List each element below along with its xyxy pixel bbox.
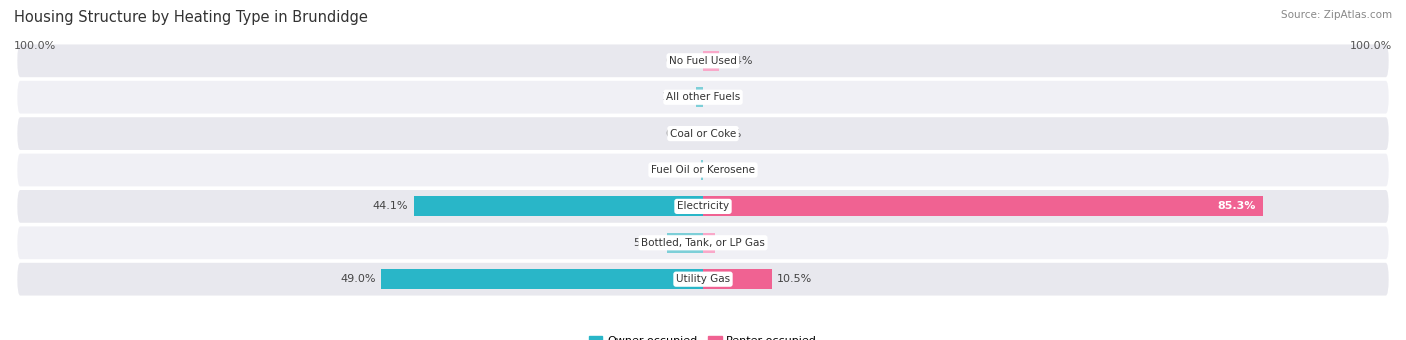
Text: 5.5%: 5.5% — [634, 238, 662, 248]
Text: 100.0%: 100.0% — [14, 41, 56, 51]
Text: Bottled, Tank, or LP Gas: Bottled, Tank, or LP Gas — [641, 238, 765, 248]
Text: Housing Structure by Heating Type in Brundidge: Housing Structure by Heating Type in Bru… — [14, 10, 368, 25]
Text: 10.5%: 10.5% — [778, 274, 813, 284]
Text: 0.32%: 0.32% — [661, 165, 696, 175]
Text: 0.0%: 0.0% — [665, 129, 693, 139]
FancyBboxPatch shape — [17, 117, 1389, 150]
Bar — [666, 233, 703, 253]
Text: 2.4%: 2.4% — [724, 56, 752, 66]
FancyBboxPatch shape — [17, 226, 1389, 259]
Text: 1.1%: 1.1% — [662, 92, 690, 102]
Text: 0.0%: 0.0% — [713, 165, 741, 175]
FancyBboxPatch shape — [17, 154, 1389, 186]
Text: All other Fuels: All other Fuels — [666, 92, 740, 102]
Bar — [703, 197, 1263, 216]
Text: 0.0%: 0.0% — [713, 129, 741, 139]
Text: Utility Gas: Utility Gas — [676, 274, 730, 284]
FancyBboxPatch shape — [17, 263, 1389, 295]
Bar — [703, 51, 718, 71]
Text: Coal or Coke: Coal or Coke — [669, 129, 737, 139]
Text: Electricity: Electricity — [676, 201, 730, 211]
FancyBboxPatch shape — [17, 190, 1389, 223]
Text: Fuel Oil or Kerosene: Fuel Oil or Kerosene — [651, 165, 755, 175]
Text: 1.9%: 1.9% — [721, 238, 749, 248]
Text: 44.1%: 44.1% — [373, 201, 408, 211]
Text: 85.3%: 85.3% — [1218, 201, 1256, 211]
Text: 0.0%: 0.0% — [713, 92, 741, 102]
Bar — [703, 269, 772, 289]
Text: 100.0%: 100.0% — [1350, 41, 1392, 51]
FancyBboxPatch shape — [17, 81, 1389, 114]
Text: No Fuel Used: No Fuel Used — [669, 56, 737, 66]
Bar — [381, 269, 703, 289]
FancyBboxPatch shape — [17, 45, 1389, 77]
Bar — [413, 197, 703, 216]
Bar — [703, 233, 716, 253]
Bar — [702, 160, 703, 180]
Text: 0.0%: 0.0% — [665, 56, 693, 66]
Bar — [696, 87, 703, 107]
Text: 49.0%: 49.0% — [340, 274, 377, 284]
Legend: Owner-occupied, Renter-occupied: Owner-occupied, Renter-occupied — [585, 332, 821, 340]
Text: Source: ZipAtlas.com: Source: ZipAtlas.com — [1281, 10, 1392, 20]
